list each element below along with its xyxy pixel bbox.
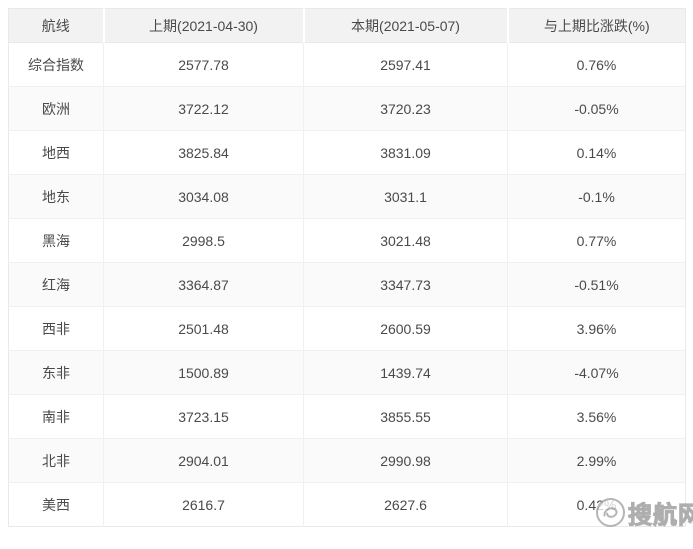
route-cell: 东非	[8, 350, 104, 395]
prev-value-cell: 2998.5	[103, 218, 304, 263]
change-cell: -0.05%	[507, 86, 686, 131]
change-cell: -0.51%	[507, 262, 686, 307]
change-cell: 0.77%	[507, 218, 686, 263]
table-row: 美西 2616.7 2627.6 0.42%	[8, 482, 686, 527]
prev-value-cell: 3034.08	[103, 174, 304, 219]
current-value-cell: 2597.41	[303, 42, 508, 87]
table-row: 北非 2904.01 2990.98 2.99%	[8, 438, 686, 483]
table-row: 地东 3034.08 3031.1 -0.1%	[8, 174, 686, 219]
current-value-cell: 2990.98	[303, 438, 508, 483]
current-value-cell: 3031.1	[303, 174, 508, 219]
route-cell: 欧洲	[8, 86, 104, 131]
prev-value-cell: 3723.15	[103, 394, 304, 439]
current-value-cell: 3021.48	[303, 218, 508, 263]
change-cell: 2.99%	[507, 438, 686, 483]
prev-value-cell: 3364.87	[103, 262, 304, 307]
table-body: 综合指数 2577.78 2597.41 0.76% 欧洲 3722.12 37…	[8, 42, 686, 527]
header-row: 航线 上期(2021-04-30) 本期(2021-05-07) 与上期比涨跌(…	[8, 8, 686, 43]
table-row: 黑海 2998.5 3021.48 0.77%	[8, 218, 686, 263]
table-row: 地西 3825.84 3831.09 0.14%	[8, 130, 686, 175]
route-cell: 地东	[8, 174, 104, 219]
table-row: 红海 3364.87 3347.73 -0.51%	[8, 262, 686, 307]
current-value-cell: 3831.09	[303, 130, 508, 175]
route-cell: 地西	[8, 130, 104, 175]
route-cell: 北非	[8, 438, 104, 483]
route-cell: 西非	[8, 306, 104, 351]
change-cell: -4.07%	[507, 350, 686, 395]
current-value-cell: 3720.23	[303, 86, 508, 131]
change-cell: -0.1%	[507, 174, 686, 219]
prev-value-cell: 2501.48	[103, 306, 304, 351]
change-cell: 3.56%	[507, 394, 686, 439]
route-cell: 黑海	[8, 218, 104, 263]
current-value-cell: 1439.74	[303, 350, 508, 395]
change-cell: 0.76%	[507, 42, 686, 87]
prev-value-cell: 2616.7	[103, 482, 304, 527]
route-cell: 红海	[8, 262, 104, 307]
route-cell: 南非	[8, 394, 104, 439]
prev-value-cell: 2577.78	[103, 42, 304, 87]
table-row: 南非 3723.15 3855.55 3.56%	[8, 394, 686, 439]
table-row: 欧洲 3722.12 3720.23 -0.05%	[8, 86, 686, 131]
route-cell: 综合指数	[8, 42, 104, 87]
current-value-cell: 2627.6	[303, 482, 508, 527]
prev-value-cell: 3825.84	[103, 130, 304, 175]
route-cell: 美西	[8, 482, 104, 527]
header-cell-route: 航线	[8, 8, 105, 43]
prev-value-cell: 3722.12	[103, 86, 304, 131]
prev-value-cell: 2904.01	[103, 438, 304, 483]
change-cell: 0.14%	[507, 130, 686, 175]
current-value-cell: 2600.59	[303, 306, 508, 351]
table-header: 航线 上期(2021-04-30) 本期(2021-05-07) 与上期比涨跌(…	[8, 8, 686, 43]
freight-index-table: 航线 上期(2021-04-30) 本期(2021-05-07) 与上期比涨跌(…	[8, 8, 686, 527]
current-value-cell: 3347.73	[303, 262, 508, 307]
table-row: 综合指数 2577.78 2597.41 0.76%	[8, 42, 686, 87]
table-row: 东非 1500.89 1439.74 -4.07%	[8, 350, 686, 395]
change-cell: 3.96%	[507, 306, 686, 351]
header-cell-current: 本期(2021-05-07)	[303, 8, 509, 43]
table-row: 西非 2501.48 2600.59 3.96%	[8, 306, 686, 351]
current-value-cell: 3855.55	[303, 394, 508, 439]
prev-value-cell: 1500.89	[103, 350, 304, 395]
change-cell: 0.42%	[507, 482, 686, 527]
header-cell-change: 与上期比涨跌(%)	[507, 8, 686, 43]
header-cell-prev: 上期(2021-04-30)	[103, 8, 305, 43]
